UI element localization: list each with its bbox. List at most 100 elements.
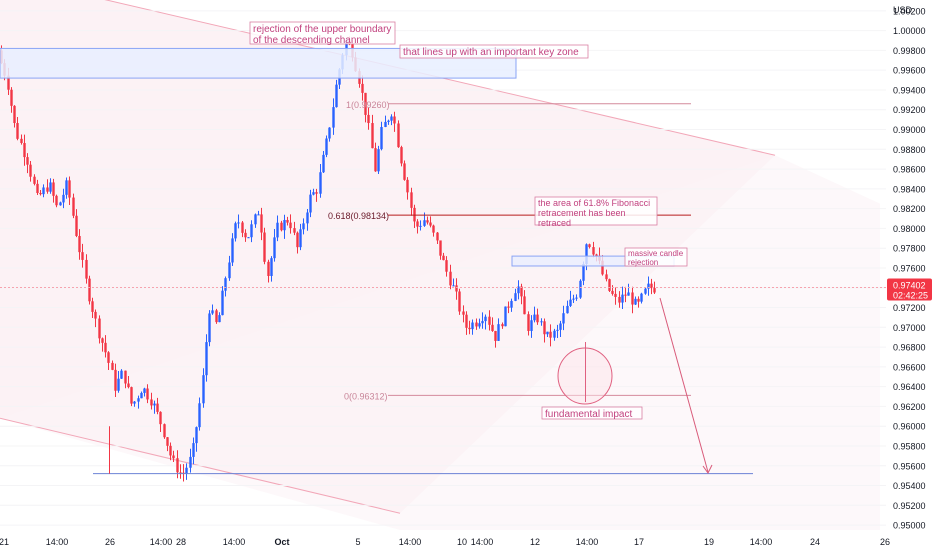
candle-body: [283, 219, 286, 231]
candle-body: [49, 182, 52, 192]
candle-body: [592, 247, 595, 255]
candle-body: [488, 316, 491, 325]
annotation-box[interactable]: [541, 406, 643, 420]
candle-body: [302, 223, 305, 230]
candle-body: [68, 180, 71, 198]
annotation-box[interactable]: [534, 196, 658, 226]
candle-body: [647, 283, 650, 289]
candle-body: [104, 342, 107, 353]
candle-body: [91, 301, 94, 312]
candle-body: [169, 445, 172, 456]
candle-body: [380, 127, 383, 150]
candle-body: [644, 288, 647, 294]
candle-body: [601, 260, 604, 275]
candle-body: [410, 192, 413, 208]
price-tick-label: 0.99000: [893, 125, 926, 135]
time-tick-label: 14:00: [750, 537, 773, 547]
time-tick-label: 17: [634, 537, 644, 547]
candle-body: [130, 387, 133, 404]
candle-body: [299, 229, 302, 248]
candle-body: [231, 238, 234, 263]
price-tick-label: 0.98000: [893, 224, 926, 234]
fib-level-label: 1(0.99260): [346, 100, 390, 110]
time-tick-label: 21: [0, 537, 9, 547]
annotation-text: retracement has been: [538, 208, 626, 218]
candle-body: [296, 232, 299, 248]
candle-body: [237, 222, 240, 224]
annotation-box[interactable]: [399, 44, 589, 59]
annotation-text: the area of 61.8% Fibonacci: [538, 198, 650, 208]
candle-body: [523, 296, 526, 315]
price-tick-label: 0.96200: [893, 402, 926, 412]
annotation-box[interactable]: [624, 247, 688, 267]
candle-body: [595, 254, 598, 256]
candle-body: [10, 89, 13, 106]
candle-body: [117, 378, 120, 391]
candle-body: [445, 260, 448, 272]
candle-body: [36, 183, 39, 193]
price-tick-label: 0.98600: [893, 165, 926, 175]
current-price-countdown: 02:42:25: [893, 291, 928, 301]
candle-body: [224, 278, 227, 291]
candle-body: [137, 398, 140, 402]
candle-body: [81, 252, 84, 260]
candle-body: [325, 138, 328, 155]
candle-body: [614, 293, 617, 297]
time-tick-label: 14:00: [223, 537, 246, 547]
candle-body: [13, 105, 16, 124]
candle-body: [588, 244, 591, 248]
candle-body: [540, 321, 543, 323]
time-tick-label: 14:00: [399, 537, 422, 547]
candle-body: [263, 232, 266, 262]
annotation-box[interactable]: [249, 21, 396, 45]
candle-body: [371, 123, 374, 149]
candle-body: [33, 176, 36, 184]
candle-body: [65, 180, 68, 195]
candle-body: [143, 388, 146, 393]
candle-body: [312, 192, 315, 195]
candle-body: [250, 224, 253, 238]
candle-body: [280, 222, 283, 231]
annotation-text: fundamental impact: [545, 409, 632, 420]
candle-body: [101, 338, 104, 343]
candle-body: [322, 154, 325, 173]
candle-body: [192, 443, 195, 457]
candle-body: [267, 261, 270, 276]
candle-body: [436, 232, 439, 241]
candle-body: [335, 84, 338, 108]
candle-body: [566, 305, 569, 314]
annotation-text: retraced: [538, 218, 571, 228]
candle-body: [527, 314, 530, 331]
candle-body: [306, 212, 309, 224]
price-tick-label: 0.95400: [893, 481, 926, 491]
candle-body: [111, 362, 114, 370]
candle-body: [546, 331, 549, 335]
price-tick-label: 0.99800: [893, 46, 926, 56]
price-axis: [886, 0, 932, 550]
candle-body: [247, 237, 250, 239]
time-tick-label: 26: [105, 537, 115, 547]
candle-body: [133, 401, 136, 404]
candle-body: [640, 293, 643, 302]
candle-body: [289, 222, 292, 229]
price-tick-label: 0.98200: [893, 204, 926, 214]
candle-body: [455, 285, 458, 292]
candle-body: [72, 197, 75, 216]
candle-body: [156, 403, 159, 412]
candle-body: [163, 424, 166, 438]
candle-body: [406, 179, 409, 193]
candle-body: [150, 399, 153, 406]
candle-body: [270, 258, 273, 276]
candle-body: [153, 403, 156, 406]
candle-body: [520, 286, 523, 297]
candle-body: [627, 292, 630, 296]
candle-body: [202, 375, 205, 404]
candle-body: [218, 315, 221, 323]
candle-body: [611, 290, 614, 294]
candle-body: [221, 290, 224, 316]
candle-body: [403, 163, 406, 180]
candle-body: [205, 342, 208, 376]
time-tick-label: Oct: [274, 537, 289, 547]
